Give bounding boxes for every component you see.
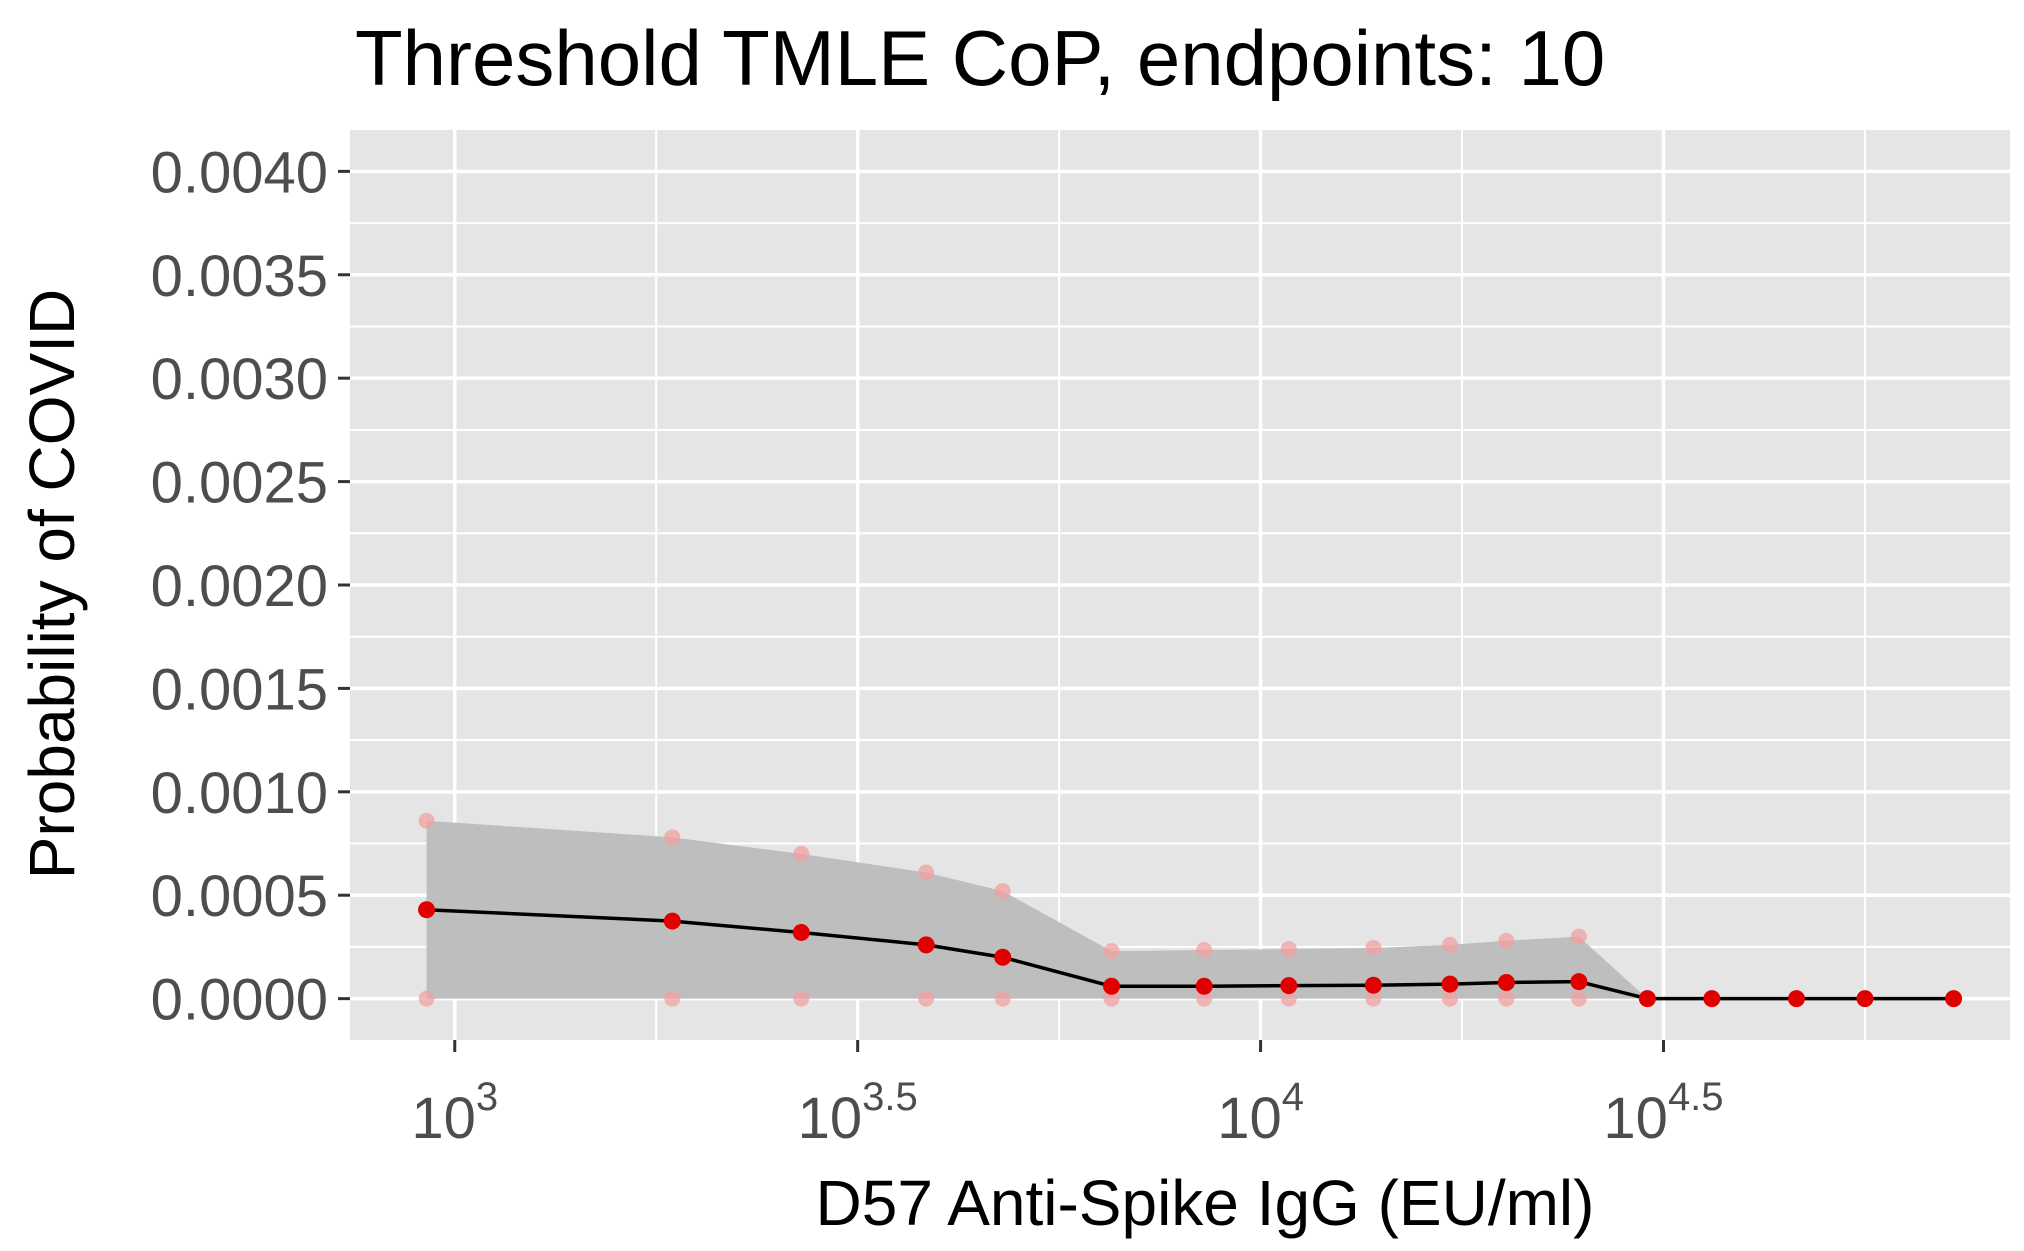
estimate-point bbox=[1703, 990, 1721, 1008]
y-tick-label: 0.0030 bbox=[151, 347, 328, 412]
ci-lower-point bbox=[994, 990, 1011, 1007]
y-tick-label: 0.0025 bbox=[151, 451, 328, 516]
y-tick-label: 0.0000 bbox=[151, 968, 328, 1033]
estimate-point bbox=[1280, 977, 1298, 995]
y-tick-label: 0.0015 bbox=[151, 657, 328, 722]
ci-upper-point bbox=[1196, 942, 1213, 959]
ci-lower-point bbox=[1196, 990, 1213, 1007]
estimate-point bbox=[1497, 974, 1515, 992]
x-tick-label: 103.5 bbox=[798, 1075, 918, 1151]
ci-upper-point bbox=[664, 829, 681, 846]
ci-lower-point bbox=[1570, 990, 1587, 1007]
ci-upper-point bbox=[1441, 936, 1458, 953]
estimate-point bbox=[917, 936, 935, 954]
estimate-point bbox=[1195, 977, 1213, 995]
ci-lower-point bbox=[664, 990, 681, 1007]
ci-lower-point bbox=[793, 990, 810, 1007]
chart-title: Threshold TMLE CoP, endpoints: 10 bbox=[355, 14, 1605, 102]
estimate-point bbox=[1787, 990, 1805, 1008]
ci-lower-point bbox=[418, 990, 435, 1007]
ci-bound-points bbox=[418, 812, 1587, 1007]
x-axis-title: D57 Anti-Spike IgG (EU/ml) bbox=[816, 1167, 1595, 1239]
y-tick-label: 0.0005 bbox=[151, 864, 328, 929]
ci-upper-point bbox=[1365, 939, 1382, 956]
estimate-point bbox=[1570, 973, 1588, 991]
x-tick-label: 104.5 bbox=[1603, 1075, 1723, 1151]
estimate-point bbox=[663, 912, 681, 930]
ci-lower-point bbox=[1441, 990, 1458, 1007]
major-gridlines bbox=[350, 130, 2010, 1040]
y-axis: 0.0000 0.0005 0.0010 0.0015 0.0020 0.0025 0.00… bbox=[151, 140, 350, 1033]
estimate-point bbox=[1441, 975, 1459, 993]
estimate-points bbox=[418, 901, 1963, 1008]
y-tick-label: 0.0010 bbox=[151, 761, 328, 826]
ci-upper-point bbox=[1280, 941, 1297, 957]
estimate-point bbox=[792, 923, 810, 941]
ci-upper-point bbox=[1103, 943, 1120, 960]
estimate-point bbox=[994, 948, 1012, 966]
estimate-point bbox=[1364, 976, 1382, 994]
y-tick-label: 0.0040 bbox=[151, 140, 328, 205]
x-tick-label: 104 bbox=[1217, 1075, 1304, 1151]
estimate-point bbox=[1945, 990, 1963, 1008]
ci-lower-point bbox=[1280, 990, 1297, 1007]
estimate-point bbox=[1103, 977, 1121, 995]
x-tick-label: 103 bbox=[411, 1075, 498, 1151]
y-axis-title: Probability of COVID bbox=[16, 289, 88, 879]
y-tick-label: 0.0020 bbox=[151, 554, 328, 619]
x-axis: 103 103.5 104 104.5 bbox=[411, 1040, 1724, 1151]
estimate-point bbox=[1638, 990, 1656, 1008]
ci-lower-point bbox=[1103, 990, 1120, 1007]
ci-lower-point bbox=[1365, 990, 1382, 1007]
estimate-point bbox=[418, 901, 436, 919]
ci-upper-point bbox=[1498, 932, 1515, 949]
ci-upper-point bbox=[418, 812, 435, 829]
ci-lower-point bbox=[918, 990, 935, 1007]
ci-upper-point bbox=[1570, 928, 1587, 945]
ci-upper-point bbox=[994, 883, 1011, 900]
ci-upper-point bbox=[793, 845, 810, 862]
ci-lower-point bbox=[1498, 990, 1515, 1007]
y-tick-label: 0.0035 bbox=[151, 244, 328, 309]
confidence-band bbox=[426, 820, 1954, 999]
ci-upper-point bbox=[918, 864, 935, 881]
estimate-point bbox=[1856, 990, 1874, 1008]
